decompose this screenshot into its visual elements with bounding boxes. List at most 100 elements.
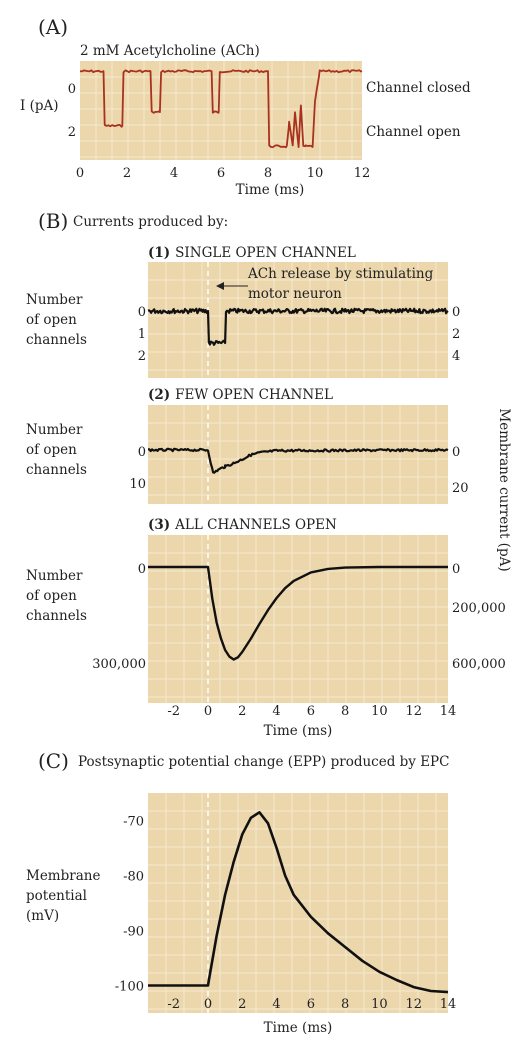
x-tick-label: 12 <box>405 704 422 719</box>
x-tick-label: 0 <box>204 704 212 719</box>
panel-b1: (1) SINGLE OPEN CHANNEL ACh release by st… <box>26 245 460 378</box>
label-channel-closed: Channel closed <box>366 80 471 96</box>
x-tick-label: 12 <box>354 166 371 181</box>
panel-b3: (3) ALL CHANNELS OPEN Number of open chan… <box>26 517 506 739</box>
panel-c-ylabel-3: (mV) <box>26 908 59 924</box>
panel-b2-title: FEW OPEN CHANNEL <box>175 387 333 403</box>
svg-text:(1)SINGLE OPEN CHANNEL: (1) SINGLE OPEN CHANNEL <box>148 245 356 261</box>
panel-b1-grid <box>148 262 448 378</box>
panel-b: (B) Currents produced by: Membrane curre… <box>26 209 512 739</box>
x-tick-label: 4 <box>272 704 280 719</box>
panel-a-ytick: 0 <box>68 82 76 97</box>
svg-text:(3)ALL CHANNELS OPEN: (3) ALL CHANNELS OPEN <box>148 517 337 533</box>
panel-a-ytick: 2 <box>68 125 76 140</box>
panel-b-heading: Currents produced by: <box>73 214 228 230</box>
panel-b1-title: SINGLE OPEN CHANNEL <box>175 245 356 261</box>
panel-b3-right-tick: 200,000 <box>452 601 506 616</box>
panel-b1-num: (1) <box>148 245 170 261</box>
x-tick-label: 6 <box>217 166 225 181</box>
y-tick-label: -100 <box>115 980 144 995</box>
x-tick-label: 10 <box>307 166 324 181</box>
panel-b2-trace <box>148 447 449 474</box>
x-tick-label: 2 <box>123 166 131 181</box>
panel-b3-right-tick: 0 <box>452 562 460 577</box>
panel-a-trace <box>79 69 363 149</box>
panel-b1-right-tick: 0 <box>452 305 460 320</box>
panel-b1-left-tick: 2 <box>138 349 146 364</box>
x-tick-label: 8 <box>264 166 272 181</box>
x-tick-label: 4 <box>272 997 280 1012</box>
panel-b1-left-tick: 0 <box>138 305 146 320</box>
panel-b1-right-tick: 4 <box>452 349 460 364</box>
panel-a-xlabel: Time (ms) <box>236 182 305 198</box>
panel-b1-left-tick: 1 <box>138 327 146 342</box>
panel-b1-ylabel-2: of open <box>26 312 77 328</box>
panel-c: (C) Postsynaptic potential change (EPP) … <box>26 749 456 1036</box>
x-tick-label: 10 <box>371 997 388 1012</box>
panel-b3-plot-area <box>148 535 448 703</box>
panel-b3-ylabel-3: channels <box>26 608 87 624</box>
panel-c-title: Postsynaptic potential change (EPP) prod… <box>78 754 449 770</box>
panel-b3-ylabel-2: of open <box>26 588 77 604</box>
panel-b3-left-tick: 0 <box>138 562 146 577</box>
panel-b3-xticks: -2 0 2 4 6 8 10 12 14 <box>167 704 456 719</box>
panel-c-yticks: -70 -80 -90 -100 <box>115 815 144 995</box>
annotation-arrow-head <box>216 282 224 290</box>
annotation-line-2: motor neuron <box>248 286 342 302</box>
x-tick-label: 14 <box>440 704 457 719</box>
membrane-current-label: Membrane current (pA) <box>496 408 512 571</box>
panel-b2-right-tick: 0 <box>452 445 460 460</box>
svg-text:(2)FEW OPEN CHANNEL: (2) FEW OPEN CHANNEL <box>148 387 333 403</box>
panel-a-subtitle: 2 mM Acetylcholine (ACh) <box>80 43 260 59</box>
panel-b2-ylabel-2: of open <box>26 442 77 458</box>
panel-b2-ylabel-1: Number <box>26 422 83 438</box>
panel-b2: (2) FEW OPEN CHANNEL Number of open chann… <box>26 387 469 504</box>
x-tick-label: -2 <box>167 704 180 719</box>
panel-b3-num: (3) <box>148 517 170 533</box>
panel-b3-title: ALL CHANNELS OPEN <box>174 517 337 533</box>
label-channel-open: Channel open <box>366 124 461 140</box>
panel-b3-left-tick: 300,000 <box>92 657 146 672</box>
panel-b2-grid <box>148 405 448 504</box>
panel-c-xticks: -2 0 2 4 6 8 10 12 14 <box>167 997 456 1012</box>
x-tick-label: 0 <box>204 997 212 1012</box>
x-tick-label: 12 <box>405 997 422 1012</box>
x-tick-label: 6 <box>307 997 315 1012</box>
panel-b3-grid <box>148 535 448 703</box>
panel-b1-trace <box>147 307 449 346</box>
panel-c-plot-area <box>148 793 448 1013</box>
panel-b1-plot-area <box>148 262 448 378</box>
panel-c-trace <box>148 811 449 994</box>
annotation-line-1: ACh release by stimulating <box>247 266 434 282</box>
panel-b3-right-tick: 600,000 <box>452 657 506 672</box>
y-tick-label: -90 <box>123 925 144 940</box>
x-tick-label: 2 <box>238 704 246 719</box>
y-tick-label: -80 <box>123 870 144 885</box>
x-tick-label: 6 <box>307 704 315 719</box>
panel-b2-num: (2) <box>148 387 170 403</box>
panel-b2-plot-area <box>148 405 448 504</box>
x-tick-label: 4 <box>170 166 178 181</box>
panel-b2-left-tick: 10 <box>129 477 146 492</box>
x-tick-label: 8 <box>341 997 349 1012</box>
panel-c-xlabel: Time (ms) <box>264 1020 333 1036</box>
panel-a-letter: (A) <box>38 15 68 39</box>
y-tick-label: -70 <box>123 815 144 830</box>
x-tick-label: 0 <box>76 166 84 181</box>
panel-b2-left-tick: 0 <box>138 445 146 460</box>
panel-a-xticks: 0 2 4 6 8 10 12 <box>76 166 370 181</box>
x-tick-label: -2 <box>167 997 180 1012</box>
panel-c-ylabel-1: Membrane <box>26 868 100 884</box>
panel-b2-right-tick: 20 <box>452 481 469 496</box>
panel-b1-ylabel-1: Number <box>26 292 83 308</box>
x-tick-label: 2 <box>238 997 246 1012</box>
x-tick-label: 10 <box>371 704 388 719</box>
panel-a-ylabel: I (pA) <box>20 98 59 114</box>
panel-b1-ylabel-3: channels <box>26 332 87 348</box>
x-tick-label: 8 <box>341 704 349 719</box>
panel-b3-trace <box>148 565 448 661</box>
panel-b3-xlabel: Time (ms) <box>264 723 333 739</box>
panel-b1-right-tick: 2 <box>452 327 460 342</box>
panel-b2-ylabel-3: channels <box>26 462 87 478</box>
